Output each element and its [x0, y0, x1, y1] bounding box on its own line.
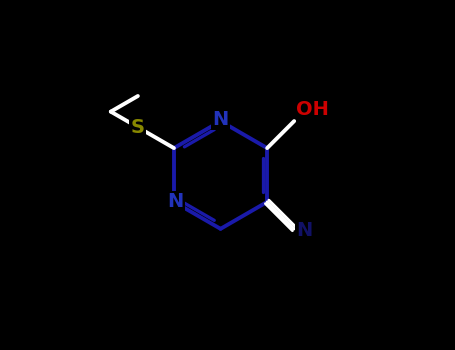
- Text: N: N: [212, 110, 229, 129]
- Text: OH: OH: [296, 100, 329, 119]
- Text: S: S: [131, 118, 145, 137]
- Text: N: N: [167, 193, 184, 211]
- Text: N: N: [296, 221, 312, 240]
